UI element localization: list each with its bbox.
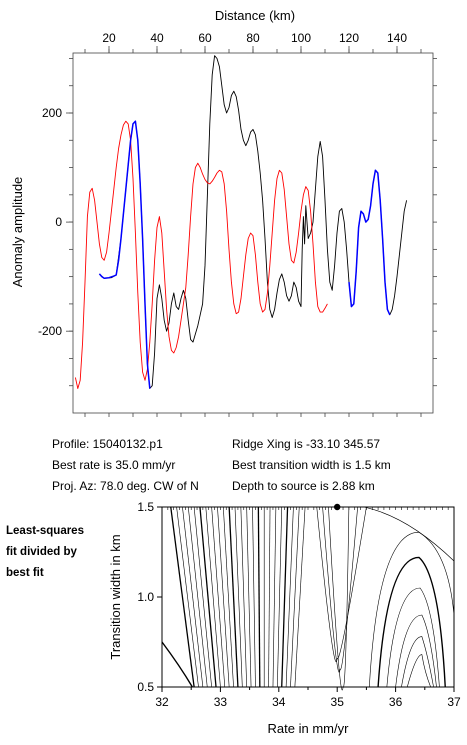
contour-line [252,506,256,688]
contour-line [386,587,440,688]
top-series-lines [74,55,408,389]
bottom-x-tick-label: 36 [389,695,403,709]
contour-line [234,506,243,688]
contour-line [187,506,208,688]
contour-line [369,531,455,688]
top-x-tick-label: 120 [339,31,359,45]
observed-profile-line [99,55,408,389]
contour-lines [161,506,455,691]
best-fit-marker [334,503,341,511]
top-plot-frame [72,52,434,414]
top-y-tick-label: 0 [55,215,62,229]
contour-line [285,506,294,688]
contour-line [228,506,239,688]
bottom-x-tick-label: 37 [447,695,461,709]
misfit-contour-chart: 32 33 34 35 36 37 0.5 1.0 1.5 Rate in mm/yr Tran… [108,500,461,736]
side-label-line-1: Least-squares [6,525,84,537]
side-label-line-3: best fit [6,567,44,579]
contour-line [193,506,212,688]
contour-line [290,506,300,688]
side-label-line-2: fit divided by [6,546,77,558]
bottom-x-tick-label: 33 [214,695,228,709]
contour-line [401,636,434,688]
model-profile-line [74,120,328,389]
contour-line [170,506,195,688]
bottom-y-tick-label: 1.5 [137,500,154,514]
contour-line [211,506,226,688]
top-x-tick-label: 80 [246,31,260,45]
contour-line [281,506,289,688]
bottom-y-tick-label: 1.0 [137,590,154,604]
top-x-tick-label: 40 [150,31,164,45]
bottom-x-tick-label: 35 [331,695,345,709]
bottom-x-tick-label: 34 [272,695,286,709]
top-y-tick-label: -200 [38,324,62,338]
ridge-crossing-label: Ridge Xing is -33.10 345.57 [232,437,381,451]
projection-azimuth-label: Proj. Az: 78.0 deg. CW of N [52,479,199,493]
contour-line [406,654,431,688]
contour-line [217,506,230,688]
best-fit-segment-left [98,120,151,389]
contour-line [294,506,306,688]
top-y-axis-title: Anomaly amplitude [10,177,25,288]
contour-line [257,506,261,688]
contour-line [176,506,199,688]
contour-line [240,506,247,688]
contour-line [182,506,204,688]
profile-label: Profile: 15040132.p1 [52,437,163,451]
bottom-x-tick-label: 32 [155,695,169,709]
contour-line [205,506,221,688]
bottom-x-axis-title: Rate in mm/yr [268,721,350,736]
best-width-label: Best transition width is 1.5 km [232,458,391,472]
top-x-tick-label: 60 [198,31,212,45]
top-x-axis-title: Distance (km) [215,8,295,23]
top-x-tick-label: 20 [102,31,116,45]
best-rate-label: Best rate is 35.0 mm/yr [52,458,176,472]
contour-line [199,506,217,688]
contour-line [395,614,437,688]
contour-line [377,556,446,688]
contour-line [363,506,455,562]
bottom-y-tick-label: 0.5 [137,680,154,694]
contour-line [322,506,358,673]
top-x-tick-label: 100 [291,31,311,45]
contour-line [246,506,252,688]
contour-line [161,641,193,688]
top-x-tick-label: 140 [387,31,407,45]
source-depth-label: Depth to source is 2.88 km [232,479,375,493]
best-fit-segment-right [348,169,391,316]
top-axis-ticks: 20 40 60 80 100 120 140 -200 0 200 [38,31,437,417]
contour-line [316,506,367,663]
contour-line [277,506,283,688]
contour-line [328,506,350,691]
top-y-tick-label: 200 [42,106,62,120]
contour-line [268,506,271,688]
bottom-y-axis-title: Transition width in km [108,534,123,659]
contour-line [223,506,234,688]
contour-line [272,506,277,688]
